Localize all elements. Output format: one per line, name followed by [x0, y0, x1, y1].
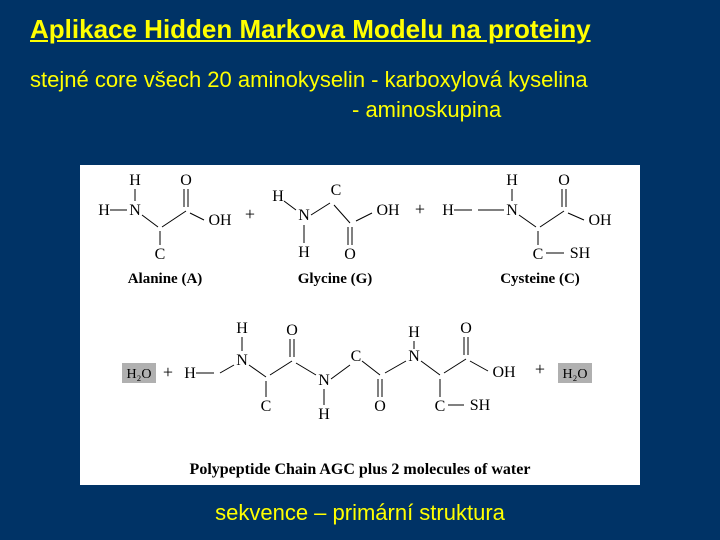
svg-text:H: H: [236, 320, 248, 337]
h2o-right: H₂O: [558, 363, 592, 383]
svg-text:O: O: [344, 246, 356, 263]
svg-text:H: H: [506, 172, 518, 189]
cysteine-structure: H H N C SH O OH: [442, 172, 612, 263]
svg-text:N: N: [129, 202, 141, 219]
svg-text:H: H: [98, 202, 110, 219]
svg-text:H: H: [184, 365, 196, 382]
plus-2: +: [415, 199, 425, 219]
svg-text:O: O: [558, 172, 570, 189]
svg-text:H: H: [272, 188, 284, 205]
svg-text:H: H: [442, 202, 454, 219]
glycine-structure: H N H C O OH: [272, 182, 400, 263]
intro-line-2: - aminoskupina: [30, 95, 720, 125]
svg-text:H: H: [318, 406, 330, 423]
intro-text: stejné core všech 20 aminokyselin - karb…: [0, 45, 720, 124]
plus-3: +: [163, 362, 173, 382]
svg-text:OH: OH: [376, 202, 400, 219]
svg-text:O: O: [374, 398, 386, 415]
svg-text:O: O: [286, 322, 298, 339]
svg-text:OH: OH: [492, 364, 516, 381]
cysteine-label: Cysteine (C): [500, 271, 580, 287]
svg-text:N: N: [408, 348, 420, 365]
svg-text:H: H: [129, 172, 141, 189]
svg-text:O: O: [180, 172, 192, 189]
alanine-structure: H N H C O OH: [98, 172, 232, 263]
chemistry-diagram: H N H C O OH Alanine (A) + H: [80, 165, 640, 485]
diagram-caption: Polypeptide Chain AGC plus 2 molecules o…: [80, 461, 640, 479]
svg-text:N: N: [298, 207, 310, 224]
svg-text:OH: OH: [588, 212, 612, 229]
svg-text:C: C: [331, 182, 342, 199]
plus-4: +: [535, 359, 545, 379]
svg-text:H: H: [408, 324, 420, 341]
svg-text:OH: OH: [208, 212, 232, 229]
svg-text:C: C: [155, 246, 166, 263]
intro-line-1: stejné core všech 20 aminokyselin - karb…: [30, 65, 720, 95]
svg-text:C: C: [533, 246, 544, 263]
svg-text:H₂O: H₂O: [126, 367, 151, 382]
page-title: Aplikace Hidden Markova Modelu na protei…: [0, 0, 720, 45]
svg-text:C: C: [351, 348, 362, 365]
svg-text:H: H: [298, 244, 310, 261]
svg-text:H₂O: H₂O: [562, 367, 587, 382]
plus-1: +: [245, 204, 255, 224]
polypeptide-structure: H H N C O N H C: [184, 320, 516, 423]
h2o-left: H₂O: [122, 363, 156, 383]
glycine-label: Glycine (G): [298, 271, 373, 287]
svg-text:N: N: [318, 372, 330, 389]
svg-text:O: O: [460, 320, 472, 337]
svg-text:N: N: [506, 202, 518, 219]
bottom-text: sekvence – primární struktura: [0, 500, 720, 526]
svg-text:C: C: [261, 398, 272, 415]
svg-text:SH: SH: [470, 397, 491, 414]
alanine-label: Alanine (A): [128, 271, 203, 287]
svg-text:N: N: [236, 352, 248, 369]
svg-text:SH: SH: [570, 245, 591, 262]
svg-text:C: C: [435, 398, 446, 415]
